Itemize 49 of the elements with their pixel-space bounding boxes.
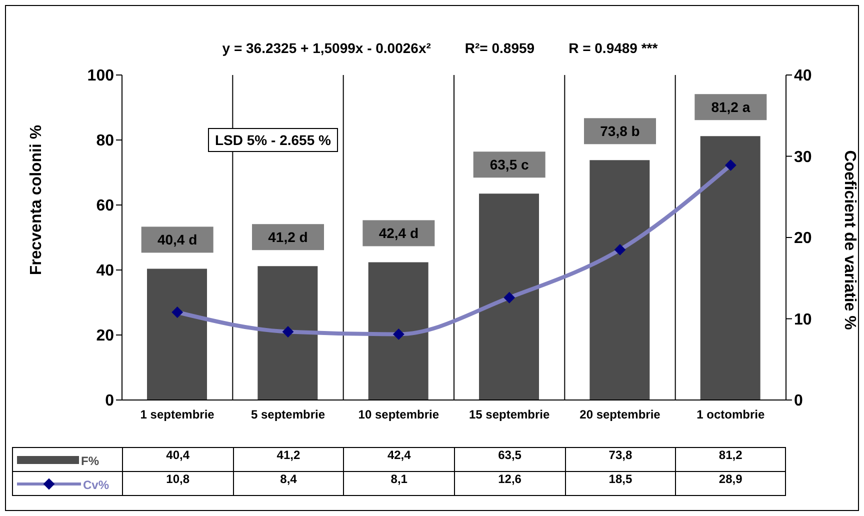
y2-tick-label: 10 <box>794 311 812 328</box>
text: F% <box>81 454 100 468</box>
data-label: 40,4 <box>122 448 233 471</box>
y2-tick-label: 0 <box>794 392 803 410</box>
y-tick-label: 0 <box>105 392 114 410</box>
data-label: 18,5 <box>564 472 676 495</box>
x-tick-label: 10 septembrie <box>358 408 440 422</box>
annotation: LSD 5% - 2.655 % <box>208 128 338 152</box>
y2-tick-label: 20 <box>794 230 812 248</box>
y2-axis-title: Coeficient de variatie % <box>840 149 858 332</box>
data-label: 10,8 <box>122 472 233 495</box>
text: y = 36.2325 + 1,5099x - 0.0026x² <box>222 40 431 56</box>
y-tick-label: 60 <box>96 198 114 215</box>
data-label: 12,6 <box>454 472 565 495</box>
annotation: 41,2 d <box>268 229 308 246</box>
y2-tick-label: 30 <box>794 148 812 166</box>
x-tick-label: 5 septembrie <box>250 408 326 422</box>
x-tick-label: 1 septembrie <box>140 408 215 422</box>
x-tick-label: 1 octombrie <box>696 408 765 422</box>
data-label: 42,4 <box>343 448 454 471</box>
annotation: 63,5 c <box>490 156 529 173</box>
y2-tick-label: 40 <box>794 68 812 85</box>
x-tick-label: 15 septembrie <box>468 408 550 422</box>
bar <box>700 136 760 400</box>
data-label: 73,8 <box>564 448 676 471</box>
bar <box>479 194 539 400</box>
x-tick-label: 20 septembrie <box>580 408 661 422</box>
data-label: 8,1 <box>343 472 454 495</box>
y-tick-label: 100 <box>87 68 114 85</box>
y-axis-title: Frecventa colonii % <box>28 124 46 278</box>
bar <box>147 268 207 400</box>
data-label: 8,4 <box>232 472 344 495</box>
data-label: 63,5 <box>454 448 565 471</box>
text: Cv% <box>83 478 110 492</box>
annotation: 73,8 b <box>600 123 640 140</box>
y-tick-label: 80 <box>96 132 114 150</box>
bar <box>590 160 650 400</box>
annotation: 40,4 d <box>157 232 198 248</box>
y-tick-label: 20 <box>96 328 114 345</box>
bar <box>258 266 318 400</box>
annotation: 81,2 a <box>711 99 750 116</box>
bar <box>368 262 428 400</box>
data-label: 81,2 <box>675 448 786 471</box>
text: R = 0.9489 *** <box>568 40 658 56</box>
y-tick-label: 40 <box>96 262 114 280</box>
data-label: 28,9 <box>675 472 786 495</box>
annotation: 42,4 d <box>378 225 419 242</box>
data-label: 41,2 <box>232 448 344 471</box>
text: R²= 0.8959 <box>464 40 535 56</box>
